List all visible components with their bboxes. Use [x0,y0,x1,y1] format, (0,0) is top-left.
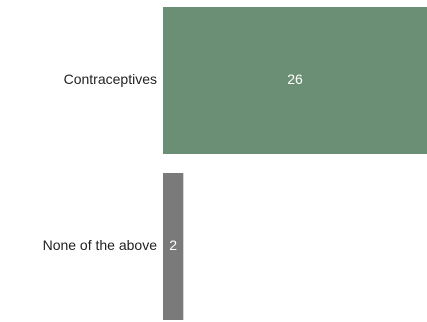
value-label-none-of-the-above: 2 [169,237,177,253]
category-label-none-of-the-above: None of the above [43,237,158,253]
value-label-contraceptives: 26 [287,71,303,87]
labels-group: Contraceptives 26 None of the above 2 [43,71,303,253]
bar-contraceptives [163,7,427,154]
bar-none-of-the-above [163,173,184,320]
bars-group [163,7,427,320]
category-label-contraceptives: Contraceptives [64,71,157,87]
